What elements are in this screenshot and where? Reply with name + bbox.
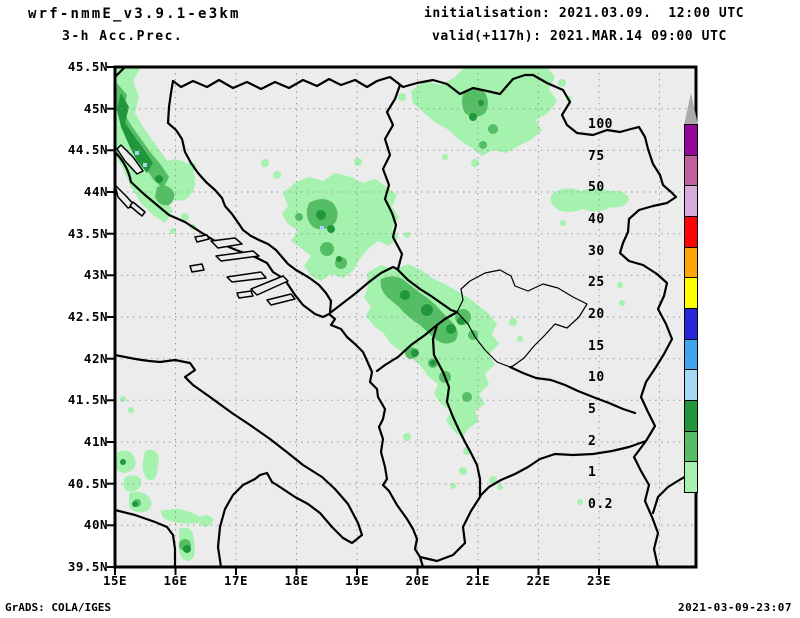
lon-tick-label: 23E [586, 573, 612, 588]
legend-label: 15 [588, 338, 605, 354]
lat-tick-label: 44N [83, 184, 108, 199]
lat-tick-label: 42.5N [67, 309, 108, 324]
lat-tick-label: 43.5N [67, 225, 108, 241]
legend-swatch-25-30 [684, 277, 698, 309]
legend-label: 50 [588, 180, 605, 196]
country-borders [166, 73, 698, 569]
legend-swatch-2-5 [684, 430, 698, 463]
lat-tick-label: 45.5N [67, 59, 108, 74]
lon-tick-label: 16E [163, 573, 188, 588]
legend-swatch-100plus [684, 124, 698, 156]
color-scale-overflow-arrow [684, 93, 698, 125]
lat-tick-label: 39.5N [67, 559, 108, 574]
legend-label: 25 [588, 275, 605, 291]
lat-tick-label: 44.5N [67, 142, 108, 158]
legend-label: 2 [588, 433, 597, 449]
balkans-precipitation-map [107, 65, 698, 575]
initialisation-time: initialisation: 2021.03.09. 12:00 UTC [424, 6, 745, 21]
legend-swatch-5-10 [684, 399, 698, 432]
product-title: 3-h Acc.Prec. [62, 29, 184, 44]
legend-label: 5 [588, 402, 597, 417]
grads-credit: GrADS: COLA/IGES [5, 601, 111, 614]
lat-tick-label: 42N [83, 350, 108, 366]
legend-swatch-15-20 [684, 338, 698, 371]
model-title: wrf-nmmE_v3.9.1-e3km [28, 6, 241, 22]
legend-label: 30 [588, 243, 605, 259]
legend-label: 10 [588, 370, 605, 386]
legend-swatch-10-15 [684, 369, 698, 401]
lat-tick-label: 40.5N [67, 475, 108, 491]
map-plot-area [107, 65, 698, 575]
lat-tick-label: 45N [83, 100, 108, 116]
lat-lon-gridlines [115, 67, 696, 567]
lon-tick-label: 22E [526, 573, 551, 588]
precip-medium-green [115, 83, 498, 551]
lon-tick-label: 17E [223, 573, 249, 588]
lat-tick-label: 43N [83, 267, 108, 283]
legend-swatch-30-40 [684, 246, 698, 279]
lon-tick-label: 19E [344, 573, 370, 588]
legend-label: 100 [588, 117, 613, 132]
valid-time: valid(+117h): 2021.MAR.14 09:00 UTC [432, 29, 727, 44]
lat-tick-label: 40N [83, 517, 108, 533]
legend-label: 20 [588, 307, 605, 322]
legend-label: 75 [588, 148, 605, 164]
legend-label: 40 [588, 212, 605, 227]
coastlines [113, 65, 425, 569]
precip-blue-specks [135, 151, 324, 230]
lat-tick-label: 41N [83, 434, 108, 449]
color-scale [684, 93, 698, 493]
legend-label: 1 [588, 465, 597, 481]
lon-tick-label: 21E [465, 573, 491, 588]
legend-swatch-20-25 [684, 307, 698, 340]
legend-label: 0.2 [588, 497, 613, 512]
axis-ticks [107, 66, 600, 575]
legend-swatch-1-2 [684, 461, 698, 493]
lon-tick-label: 15E [102, 573, 128, 588]
lon-tick-label: 18E [284, 573, 309, 588]
legend-swatch-75-100 [684, 154, 698, 187]
precip-light-green [115, 67, 629, 561]
legend-swatch-40-50 [684, 215, 698, 248]
creation-timestamp: 2021-03-09-23:07 [678, 601, 792, 614]
lat-tick-label: 41.5N [67, 392, 108, 408]
adriatic-islands [114, 144, 296, 306]
legend-swatch-50-75 [684, 185, 698, 217]
lon-tick-label: 20E [405, 573, 430, 588]
